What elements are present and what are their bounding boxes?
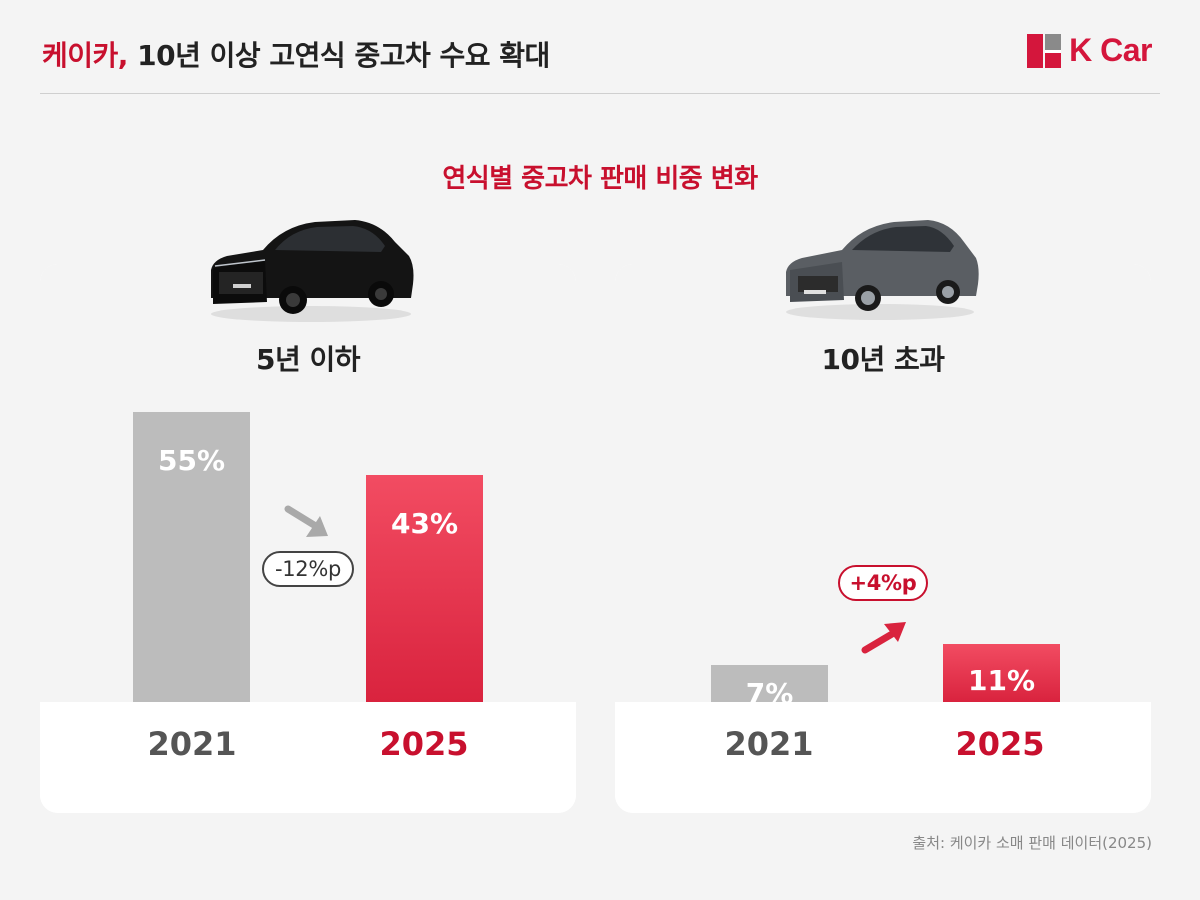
tick-label-2025: 2025 <box>379 725 469 763</box>
black-sedan-image <box>211 220 414 322</box>
tick-label-2021: 2021 <box>724 725 814 763</box>
baseline-area <box>40 702 576 813</box>
chart-panel-10yr <box>615 264 1151 813</box>
plot-area <box>615 264 1151 702</box>
tick-label-2021: 2021 <box>147 725 237 763</box>
baseline-area <box>615 702 1151 813</box>
page-title: 케이카, 10년 이상 고연식 중고차 수요 확대 <box>42 34 550 74</box>
change-badge-10yr: +4%p <box>838 565 928 601</box>
group-title-5yr: 5년 이하 <box>255 343 361 376</box>
bar-2025-5yr: 43% <box>366 475 483 702</box>
data-label: 7% <box>745 677 794 710</box>
plot-area <box>40 264 576 702</box>
down-arrow-icon <box>284 505 328 537</box>
bar-2025-10yr: 11% <box>943 644 1060 702</box>
source-note: 출처: 케이카 소매 판매 데이터(2025) <box>912 834 1152 852</box>
title-text: 10년 이상 고연식 중고차 수요 확대 <box>127 39 550 72</box>
data-label: 43% <box>390 507 459 540</box>
group-title-10yr: 10년 초과 <box>821 343 946 376</box>
kcar-logo-icon <box>1027 33 1062 68</box>
up-arrow-icon <box>861 622 906 654</box>
bar-2021-10yr: 7% <box>711 665 828 710</box>
change-badge-5yr: -12%p <box>262 551 354 587</box>
data-label: 11% <box>967 664 1036 697</box>
kcar-logo: K Car <box>1027 32 1152 69</box>
bar-2021-5yr: 55% <box>133 412 250 702</box>
chart-subtitle: 연식별 중고차 판매 비중 변화 <box>442 164 758 194</box>
logo-text: K Car <box>1069 32 1152 68</box>
page-header: 케이카, 10년 이상 고연식 중고차 수요 확대 K Car <box>40 30 1160 94</box>
grey-sedan-image <box>786 220 979 320</box>
chart-panel-5yr <box>40 264 576 813</box>
tick-label-2025: 2025 <box>955 725 1045 763</box>
title-brand: 케이카, <box>42 39 128 72</box>
data-label: 55% <box>157 444 226 477</box>
